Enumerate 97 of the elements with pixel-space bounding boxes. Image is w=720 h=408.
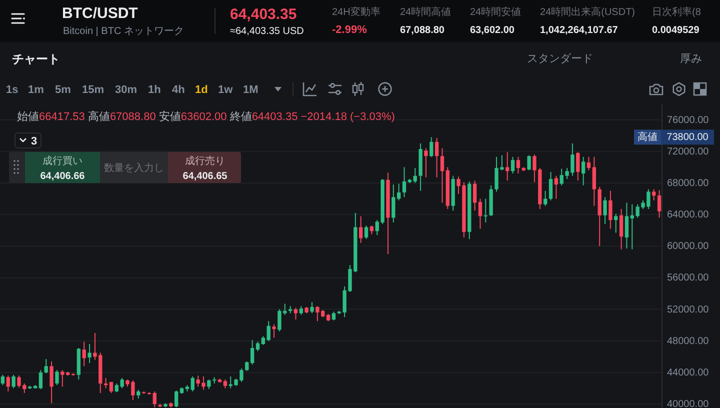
y-tick-label: 60000.00 — [667, 240, 710, 252]
candlestick — [657, 190, 662, 218]
text: 67,088.80 — [400, 25, 445, 36]
annotation: 成行買い — [42, 155, 82, 167]
candlestick — [82, 341, 86, 367]
candlestick — [506, 152, 510, 182]
y-tick-label: 56000.00 — [667, 272, 710, 284]
candlestick — [60, 370, 64, 388]
candlestick — [174, 390, 178, 408]
y-tick-label: 52000.00 — [667, 304, 710, 315]
candlestick — [430, 136, 434, 158]
annotation: 数量を入力し — [104, 162, 164, 174]
candlestick — [364, 225, 368, 240]
y-tick-label: 40000.00 — [667, 398, 710, 408]
candlestick — [272, 324, 276, 338]
candlestick — [440, 148, 444, 204]
candlestick — [592, 156, 596, 206]
candlestick — [266, 320, 270, 342]
text: 1M — [243, 84, 258, 96]
candlestick — [543, 190, 548, 206]
candlestick — [38, 370, 43, 390]
candlestick — [576, 152, 580, 182]
text: ≈64,403.35 USD — [230, 26, 304, 37]
text: 24時間出来高(USDT) — [540, 6, 636, 18]
candlestick — [424, 148, 428, 178]
candlestick — [12, 374, 16, 389]
candlestick — [152, 390, 156, 408]
text: 24時間高値 — [400, 6, 452, 18]
text: 1,042,264,107.67 — [540, 25, 618, 36]
candlestick — [245, 360, 249, 372]
candlestick — [586, 156, 591, 171]
candlestick — [554, 175, 558, 200]
text: 24H変動率 — [332, 6, 380, 18]
text: 5m — [55, 84, 72, 96]
candlestick — [624, 202, 629, 249]
y-tick-label: 64000.00 — [667, 209, 710, 220]
candlestick — [396, 183, 401, 201]
text: 24時間安値 — [470, 6, 522, 18]
annotation: 3 — [31, 136, 38, 148]
candlestick — [619, 208, 624, 250]
chart-title: BTC/USDT — [62, 5, 138, 22]
annotation: 64,406.65 — [182, 171, 228, 182]
candlestick — [652, 188, 656, 201]
text: 30m — [115, 84, 138, 96]
text: 1w — [218, 84, 234, 96]
candlestick — [478, 198, 482, 230]
text: 4h — [172, 84, 186, 96]
candlestick — [55, 370, 59, 386]
text: 1d — [195, 84, 208, 96]
annotation: 64,406.66 — [40, 171, 86, 182]
candlestick — [472, 180, 477, 212]
candlestick — [0, 374, 5, 386]
candlestick — [510, 156, 515, 174]
candlestick — [516, 156, 520, 174]
annotation: 高値 73800.00 — [638, 130, 709, 143]
text: 日次利率(8 — [652, 6, 702, 18]
candlestick — [548, 171, 553, 201]
text: 厚み — [680, 53, 702, 65]
candlestick — [484, 198, 488, 223]
candlestick — [207, 379, 211, 390]
candlestick — [250, 340, 254, 366]
candlestick — [608, 190, 612, 230]
candlestick — [527, 154, 531, 171]
text: 1s — [6, 84, 18, 96]
candlestick — [392, 184, 396, 223]
text: 0.0049529 — [652, 25, 700, 36]
candlestick — [614, 213, 618, 234]
annotation: 始値66417.53 高値67088.80 安値63602.00 終値64403.35 −2014.18 (−3.03%) — [17, 110, 395, 123]
text: 1m — [28, 84, 44, 96]
y-tick-label: 48000.00 — [667, 335, 710, 346]
candlestick — [402, 166, 406, 198]
text: 15m — [82, 84, 104, 96]
y-tick-label: 44000.00 — [667, 366, 710, 378]
candlestick — [256, 341, 260, 352]
text: 1h — [148, 84, 162, 96]
candlestick — [359, 216, 363, 244]
chart-subtitle: Bitcoin | BTC ネットワーク — [63, 26, 184, 37]
candlestick — [603, 196, 607, 225]
candlestick — [6, 375, 10, 392]
candlestick — [434, 137, 439, 178]
text: 63,602.00 — [470, 25, 515, 36]
text: -2.99% — [332, 24, 368, 36]
candlestick — [88, 344, 92, 364]
candlestick — [104, 377, 108, 389]
candlestick — [310, 302, 314, 314]
annotation: 成行売り — [185, 155, 225, 167]
y-tick-label: 76000.00 — [667, 114, 710, 126]
candlestick — [413, 167, 417, 184]
candlestick — [581, 156, 586, 186]
text: スタンダード — [527, 53, 593, 65]
y-tick-label: 72000.00 — [667, 146, 710, 157]
text: 64,403.35 — [230, 6, 297, 23]
text: チャート — [12, 52, 60, 66]
candlestick — [190, 376, 194, 392]
candlestick — [50, 360, 54, 404]
candlestick — [44, 358, 48, 374]
y-tick-label: 68000.00 — [667, 177, 710, 188]
